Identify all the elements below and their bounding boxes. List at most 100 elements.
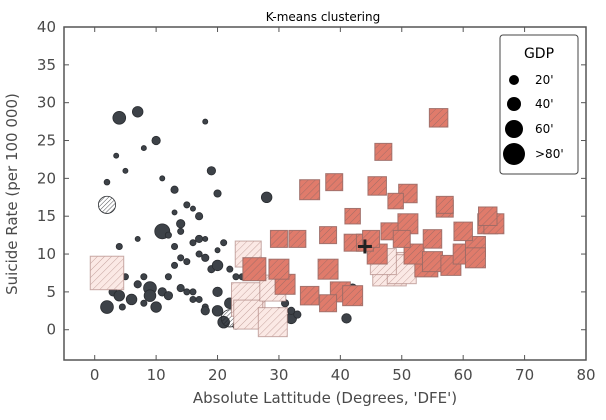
legend-marker (507, 97, 521, 111)
cluster-square-point (435, 195, 454, 214)
legend-entry-label: 40' (535, 97, 554, 111)
cluster-circle-point (100, 300, 114, 314)
cluster-square-point (397, 213, 419, 235)
cluster-circle-point (133, 280, 142, 289)
cluster-circle-point (118, 303, 126, 311)
cluster-square-point (319, 226, 338, 245)
x-tick-label: 50 (392, 366, 411, 384)
cluster-circle-point (140, 299, 148, 307)
legend: GDP 20' 40' 60' >80' (499, 34, 579, 175)
cluster-circle-point (131, 106, 144, 118)
cluster-square-point (367, 176, 387, 196)
cluster-circle-point (202, 118, 209, 125)
cluster-square-point (89, 255, 125, 291)
legend-entry-label: >80' (535, 147, 564, 161)
cluster-square-point (422, 229, 443, 249)
cluster-circle-point (122, 167, 129, 174)
legend-marker (509, 75, 519, 85)
cluster-square-point (319, 294, 338, 313)
axis-ticks: 0 10 20 30 40 50 60 70 80 0 5 10 15 20 25 30 35 40 (37, 18, 596, 384)
x-tick-label: 30 (269, 366, 288, 384)
cluster-circle-point (176, 284, 185, 293)
y-tick-label: 20 (37, 169, 56, 187)
x-tick-label: 40 (331, 366, 350, 384)
x-tick-label: 70 (515, 366, 534, 384)
y-tick-label: 5 (46, 283, 56, 301)
cluster-square-point (344, 207, 361, 225)
data-points (89, 106, 505, 338)
cluster-circle-point (113, 152, 120, 159)
cluster-circle-point (164, 273, 172, 281)
cluster-square-point (421, 251, 443, 273)
cluster-circle-point (232, 273, 240, 281)
cluster-square-point (464, 247, 486, 269)
cluster-circle-point (140, 145, 147, 152)
cluster-circle-point (211, 259, 224, 272)
centroid-marker (357, 239, 372, 254)
cluster-circle-point (151, 135, 161, 146)
y-axis-label: Suicide Rate (per 100 000) (3, 93, 21, 295)
cluster-square-point (288, 229, 307, 248)
cluster-square-point (257, 307, 288, 338)
cluster-circle-point (115, 242, 123, 250)
cluster-circle-point (201, 253, 210, 262)
cluster-square-point (342, 285, 364, 307)
cluster-circle-point (171, 261, 179, 269)
cluster-circle-point (125, 293, 138, 306)
cluster-circle-point (164, 231, 172, 239)
cluster-circle-point (226, 265, 234, 273)
x-tick-label: 20 (208, 366, 227, 384)
cluster-circle-point (213, 189, 222, 198)
cluster-circle-point (195, 295, 203, 303)
cluster-square-point (317, 258, 339, 280)
cluster-circle-point (143, 289, 157, 302)
cluster-square-point (299, 285, 320, 306)
x-tick-label: 60 (454, 366, 473, 384)
chart-title: K-means clustering (266, 10, 380, 24)
cluster-square-point (453, 221, 473, 242)
cluster-circle-point (113, 289, 125, 302)
cluster-circle-point (134, 235, 141, 242)
cluster-square-point (392, 229, 411, 248)
cluster-circle-point (112, 111, 127, 125)
legend-entry-label: 20' (535, 73, 554, 87)
x-tick-label: 10 (147, 366, 166, 384)
cluster-circle-point (260, 191, 273, 203)
cluster-square-point (477, 206, 498, 226)
y-tick-label: 0 (46, 321, 56, 339)
legend-entry-label: 60' (535, 122, 554, 136)
cluster-circle-point (177, 254, 185, 262)
cluster-circle-point (103, 178, 111, 186)
legend-box (499, 34, 579, 175)
x-axis-label: Absolute Lattitude (Degrees, 'DFE') (193, 389, 457, 407)
cluster-circle-point (150, 301, 162, 313)
cluster-circle-point (189, 288, 197, 296)
cluster-circle-point (293, 310, 302, 319)
cluster-circle-point (97, 195, 116, 214)
cluster-circle-point (171, 209, 178, 216)
cluster-circle-point (212, 286, 223, 298)
cluster-circle-point (214, 247, 221, 254)
y-tick-label: 35 (37, 56, 56, 74)
cluster-circle-point (183, 258, 191, 266)
cluster-square-point (268, 258, 290, 280)
y-tick-label: 10 (37, 245, 56, 263)
cluster-square-point (387, 192, 404, 210)
cluster-square-point (269, 229, 288, 248)
y-tick-label: 30 (37, 94, 56, 112)
cluster-square-point (299, 179, 321, 201)
cluster-circle-point (177, 227, 185, 235)
cluster-circle-point (140, 273, 148, 281)
cluster-circle-point (195, 234, 204, 243)
cluster-circle-point (159, 175, 166, 182)
y-tick-label: 15 (37, 207, 56, 225)
cluster-circle-point (171, 242, 179, 250)
cluster-circle-point (189, 295, 197, 303)
cluster-circle-point (195, 250, 203, 258)
legend-title: GDP (524, 46, 554, 62)
cluster-circle-point (183, 288, 191, 296)
cluster-circle-point (341, 313, 352, 324)
cluster-circle-point (190, 205, 196, 212)
cluster-square-point (374, 142, 393, 161)
